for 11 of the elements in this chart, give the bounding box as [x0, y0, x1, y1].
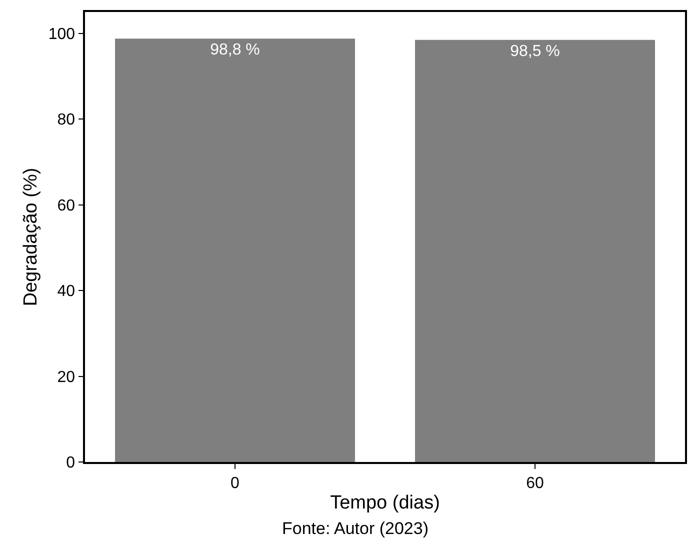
y-tick-label: 20 [57, 368, 76, 386]
data-label: 98,5 % [510, 42, 560, 60]
data-label: 98,8 % [210, 42, 260, 59]
source-note: Fonte: Autor (2023) [282, 519, 428, 538]
y-axis-title: Degradação (%) [20, 168, 42, 306]
y-tick-label: 40 [57, 283, 76, 300]
y-tick-label: 0 [66, 454, 76, 472]
y-tick-label: 80 [57, 112, 76, 129]
y-tick-label: 100 [48, 26, 76, 44]
y-tick-label: 60 [57, 197, 76, 214]
x-axis-title: Tempo (dias) [330, 492, 440, 514]
